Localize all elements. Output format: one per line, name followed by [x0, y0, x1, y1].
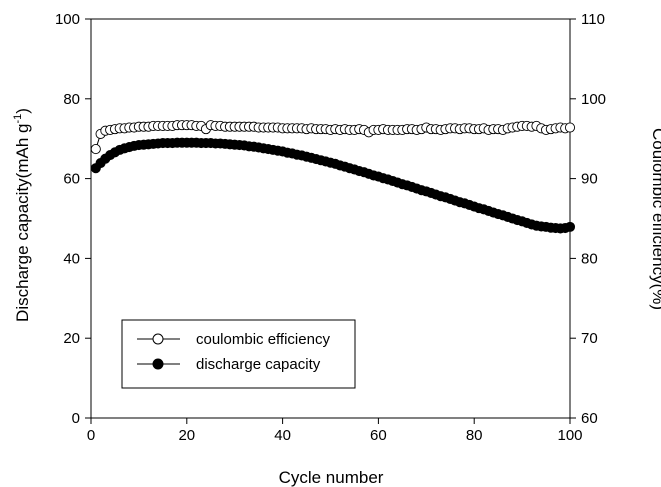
- legend-label-efficiency: coulombic efficiency: [196, 331, 330, 348]
- x-tick-label: 60: [370, 427, 387, 444]
- y-right-tick-label: 80: [581, 250, 598, 267]
- legend-marker-capacity: [152, 358, 164, 370]
- y-right-tick-label: 70: [581, 330, 598, 347]
- y-left-title-close: ): [13, 108, 32, 114]
- y-left-tick-label: 80: [63, 91, 80, 108]
- y-right-tick-label: 110: [581, 11, 605, 28]
- y-right-tick-label: 100: [581, 91, 606, 108]
- y-axis-right-title: Coulombic efficiency(%): [649, 128, 661, 310]
- y-axis-left-title: Discharge capacity(mAh g-1): [12, 108, 32, 322]
- efficiency-point: [90, 144, 101, 155]
- y-left-title-main: Discharge capacity(mAh g: [13, 124, 32, 322]
- x-tick-label: 20: [178, 427, 195, 444]
- y-right-tick-label: 90: [581, 171, 598, 188]
- x-tick-label: 40: [274, 427, 291, 444]
- legend: coulombic efficiency discharge capacity: [121, 319, 356, 389]
- legend-box: [121, 319, 356, 389]
- x-tick-label: 80: [466, 427, 483, 444]
- y-left-tick-label: 60: [63, 171, 80, 188]
- y-left-tick-label: 40: [63, 250, 80, 267]
- y-right-tick-label: 60: [581, 410, 598, 427]
- y-left-title-sup: -1: [12, 114, 24, 124]
- y-left-tick-label: 0: [72, 410, 80, 427]
- efficiency-point: [564, 122, 576, 133]
- capacity-point: [564, 221, 576, 232]
- y-left-tick-label: 20: [63, 330, 80, 347]
- y-left-tick-label: 100: [55, 11, 80, 28]
- x-tick-label: 100: [557, 427, 582, 444]
- x-axis-title: Cycle number: [279, 468, 384, 487]
- x-tick-label: 0: [87, 427, 95, 444]
- legend-label-capacity: discharge capacity: [196, 356, 321, 373]
- legend-marker-efficiency: [152, 333, 164, 345]
- plot-frame: [90, 18, 571, 419]
